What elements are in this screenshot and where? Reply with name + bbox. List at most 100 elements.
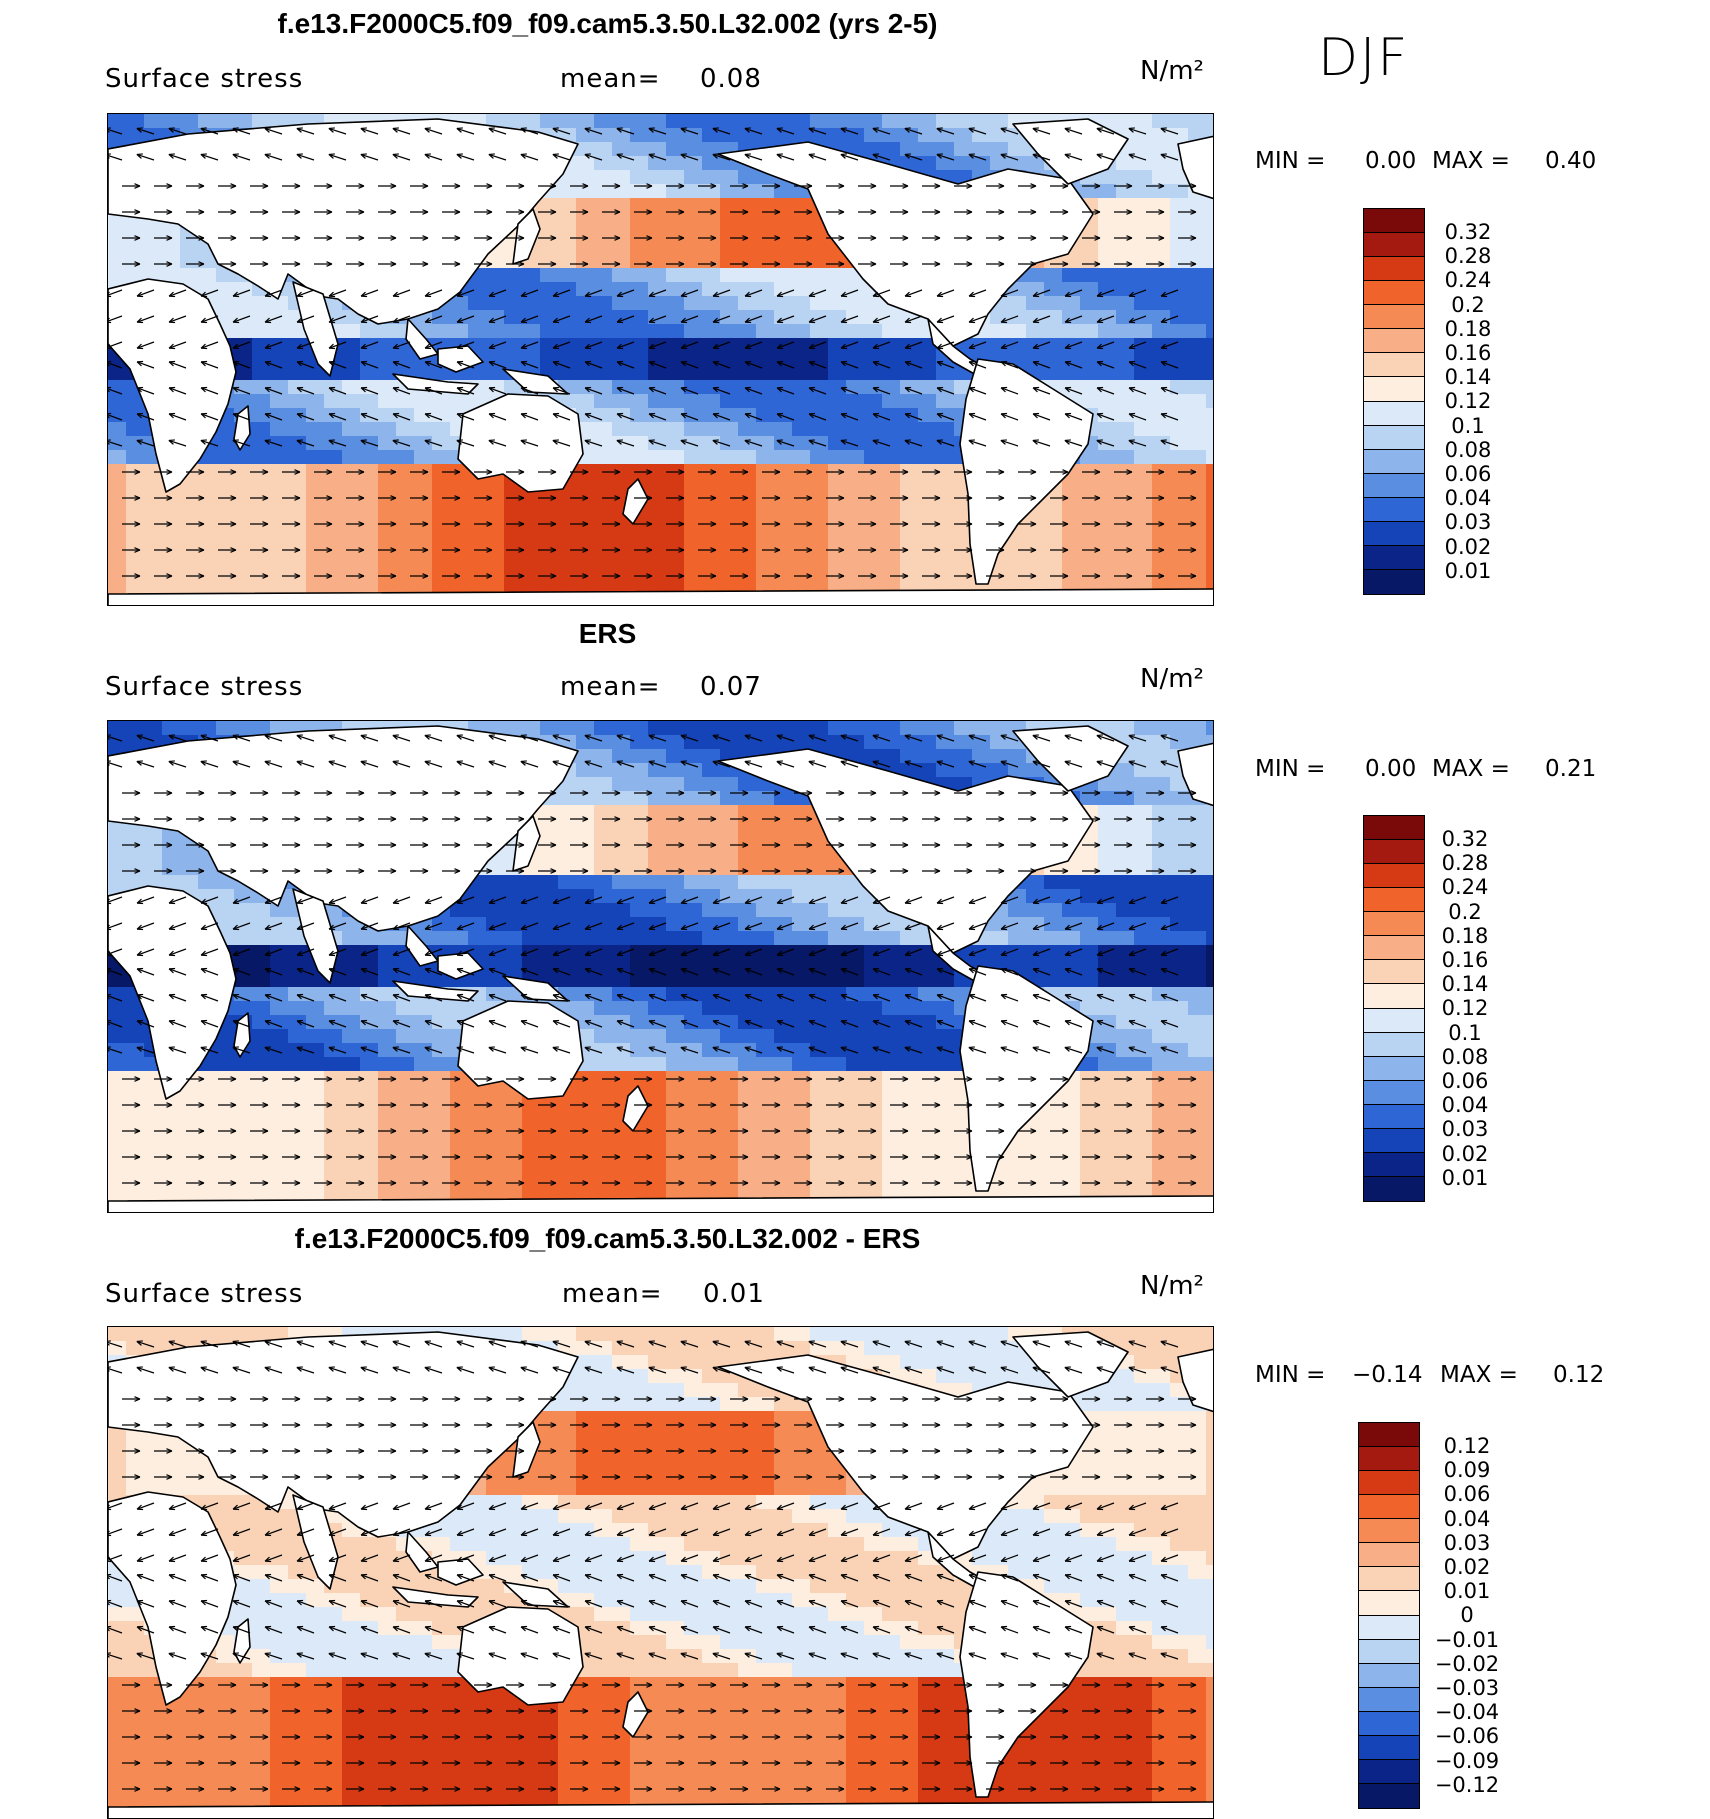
field-cell [1206,520,1214,535]
field-cell [666,338,685,353]
field-cell [486,576,505,591]
field-cell [1044,576,1063,591]
field-cell [720,931,739,946]
field-cell [540,931,559,946]
field-cell [396,1001,415,1016]
field-cell [648,562,667,577]
field-cell [684,240,703,255]
field-cell [882,735,901,750]
field-cell [396,408,415,423]
field-cell [594,1127,613,1142]
field-cell [594,422,613,437]
field-cell [594,198,613,213]
field-cell [1170,931,1189,946]
field-cell [666,240,685,255]
field-cell [720,296,739,311]
field-cell [1152,903,1171,918]
field-cell [1008,749,1027,764]
field-cell [162,1113,181,1128]
field-cell [234,296,253,311]
field-cell [432,917,451,932]
field-cell [306,436,325,451]
field-cell [864,1085,883,1100]
field-cell [756,338,775,353]
field-cell [792,338,811,353]
field-cell [108,450,127,465]
field-cell [612,422,631,437]
field-cell [108,1015,127,1030]
field-cell [1116,1001,1135,1016]
field-cell [612,240,631,255]
field-cell [216,889,235,904]
field-cell [648,1183,667,1198]
field-cell [1116,1127,1135,1142]
field-cell [702,338,721,353]
field-cell [252,1169,271,1184]
field-cell [594,1141,613,1156]
field-cell [792,959,811,974]
field-cell [558,805,577,820]
field-cell [396,576,415,591]
field-cell [414,506,433,521]
field-cell [1170,506,1189,521]
field-cell [108,366,127,381]
field-cell [630,282,649,297]
field-cell [954,721,973,736]
field-cell [396,436,415,451]
field-cell [882,422,901,437]
field-cell [594,366,613,381]
field-cell [720,987,739,1002]
field-cell [1044,1127,1063,1142]
field-cell [576,366,595,381]
field-cell [720,450,739,465]
field-cell [774,450,793,465]
field-cell [396,1113,415,1128]
field-cell [594,142,613,157]
field-cell [1188,380,1207,395]
field-cell [1080,987,1099,1002]
field-cell [594,889,613,904]
field-cell [774,422,793,437]
field-cell [540,1127,559,1142]
field-cell [288,534,307,549]
field-cell [738,254,757,269]
field-cell [612,436,631,451]
field-cell [1116,534,1135,549]
field-cell [306,1071,325,1086]
field-cell [288,1141,307,1156]
field-cell [180,254,199,269]
field-cell [1134,534,1153,549]
field-cell [774,534,793,549]
field-cell [396,1099,415,1114]
field-cell [1206,1015,1214,1030]
field-cell [684,1113,703,1128]
field-cell [684,170,703,185]
field-cell [576,903,595,918]
field-cell [108,492,127,507]
field-cell [666,1113,685,1128]
field-cell [1206,506,1214,521]
field-cell [378,1113,397,1128]
field-cell [1170,973,1189,988]
field-cell [864,506,883,521]
field-cell [1170,805,1189,820]
field-cell [342,1141,361,1156]
field-cell [1152,861,1171,876]
field-cell [342,478,361,493]
field-cell [198,576,217,591]
field-cell [270,1015,289,1030]
field-cell [522,562,541,577]
field-cell [1008,931,1027,946]
field-cell [828,478,847,493]
field-cell [882,1015,901,1030]
field-cell [864,903,883,918]
field-cell [1188,847,1207,862]
field-cell [522,1183,541,1198]
field-cell [1134,142,1153,157]
field-cell [1188,268,1207,283]
field-cell [198,268,217,283]
field-cell [846,1071,865,1086]
field-cell [774,1057,793,1072]
field-cell [414,492,433,507]
field-cell [684,520,703,535]
